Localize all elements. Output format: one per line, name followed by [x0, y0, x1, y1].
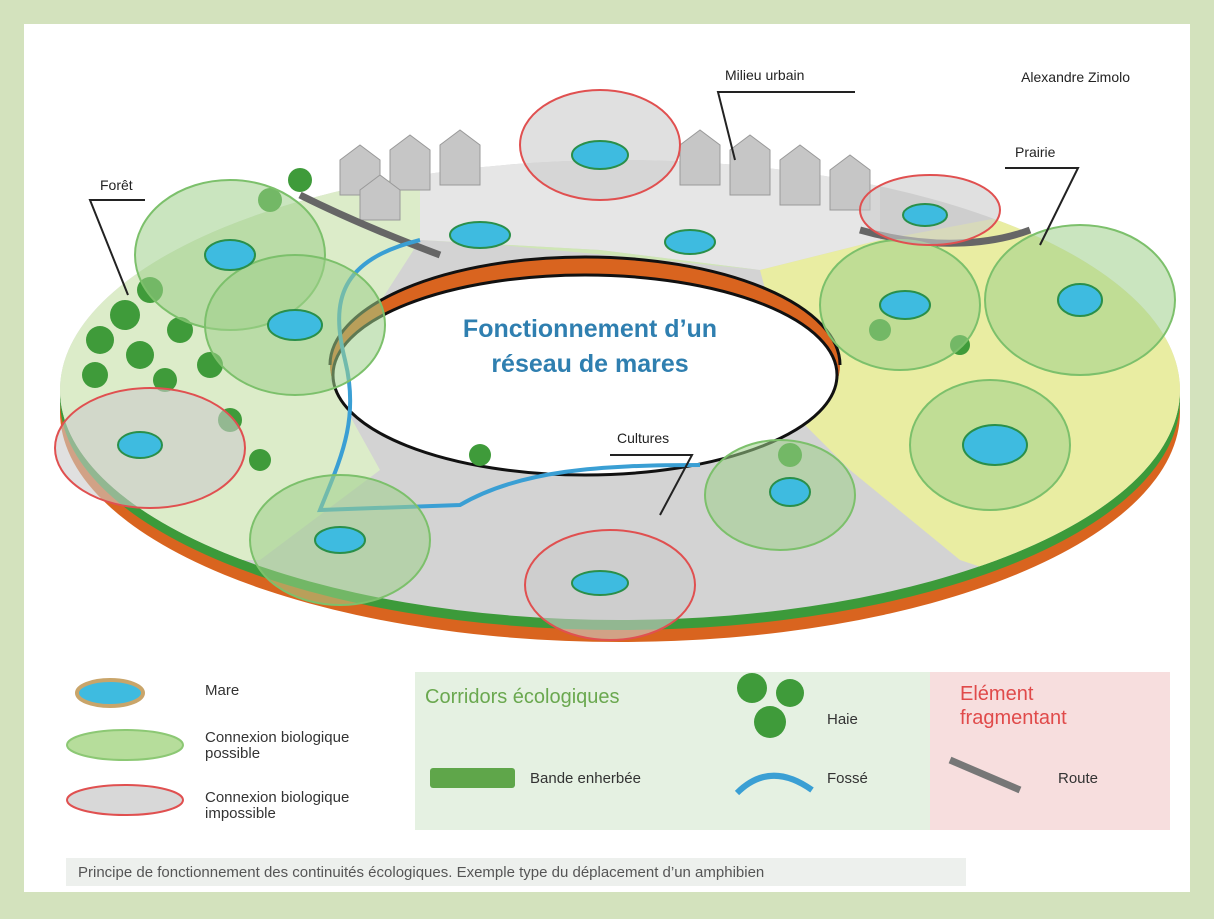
legend-heading: Corridors écologiques — [425, 686, 620, 708]
leader-line — [716, 91, 855, 161]
area-label: Cultures — [617, 430, 669, 446]
legend-label: Bande enherbée — [530, 770, 641, 787]
caption-bar — [66, 858, 966, 886]
leader-line — [1005, 167, 1080, 246]
area-label: Forêt — [100, 177, 133, 193]
area-label: Prairie — [1015, 144, 1056, 160]
legend-label: Route — [1058, 770, 1098, 787]
title-line: Fonctionnement d’un — [463, 315, 717, 343]
legend-label: impossible — [205, 805, 276, 822]
title-line: réseau de mares — [491, 350, 688, 378]
legend-label: possible — [205, 745, 260, 762]
legend-heading: Elément — [960, 683, 1034, 705]
legend-heading: fragmentant — [960, 707, 1067, 729]
legend-label: Haie — [827, 711, 858, 728]
legend-label: Mare — [205, 682, 239, 699]
ring-illustration — [54, 89, 1180, 642]
caption: Principe de fonctionnement des continuit… — [78, 864, 764, 881]
legend: Mare Connexion biologique possible Conne… — [66, 672, 1170, 830]
legend-label: Fossé — [827, 770, 868, 787]
legend-label: Connexion biologique — [205, 729, 349, 746]
author: Alexandre Zimolo — [1021, 69, 1130, 85]
leader-line — [88, 199, 145, 296]
legend-label: Connexion biologique — [205, 789, 349, 806]
area-label: Milieu urbain — [725, 67, 804, 83]
leader-line — [610, 454, 694, 516]
